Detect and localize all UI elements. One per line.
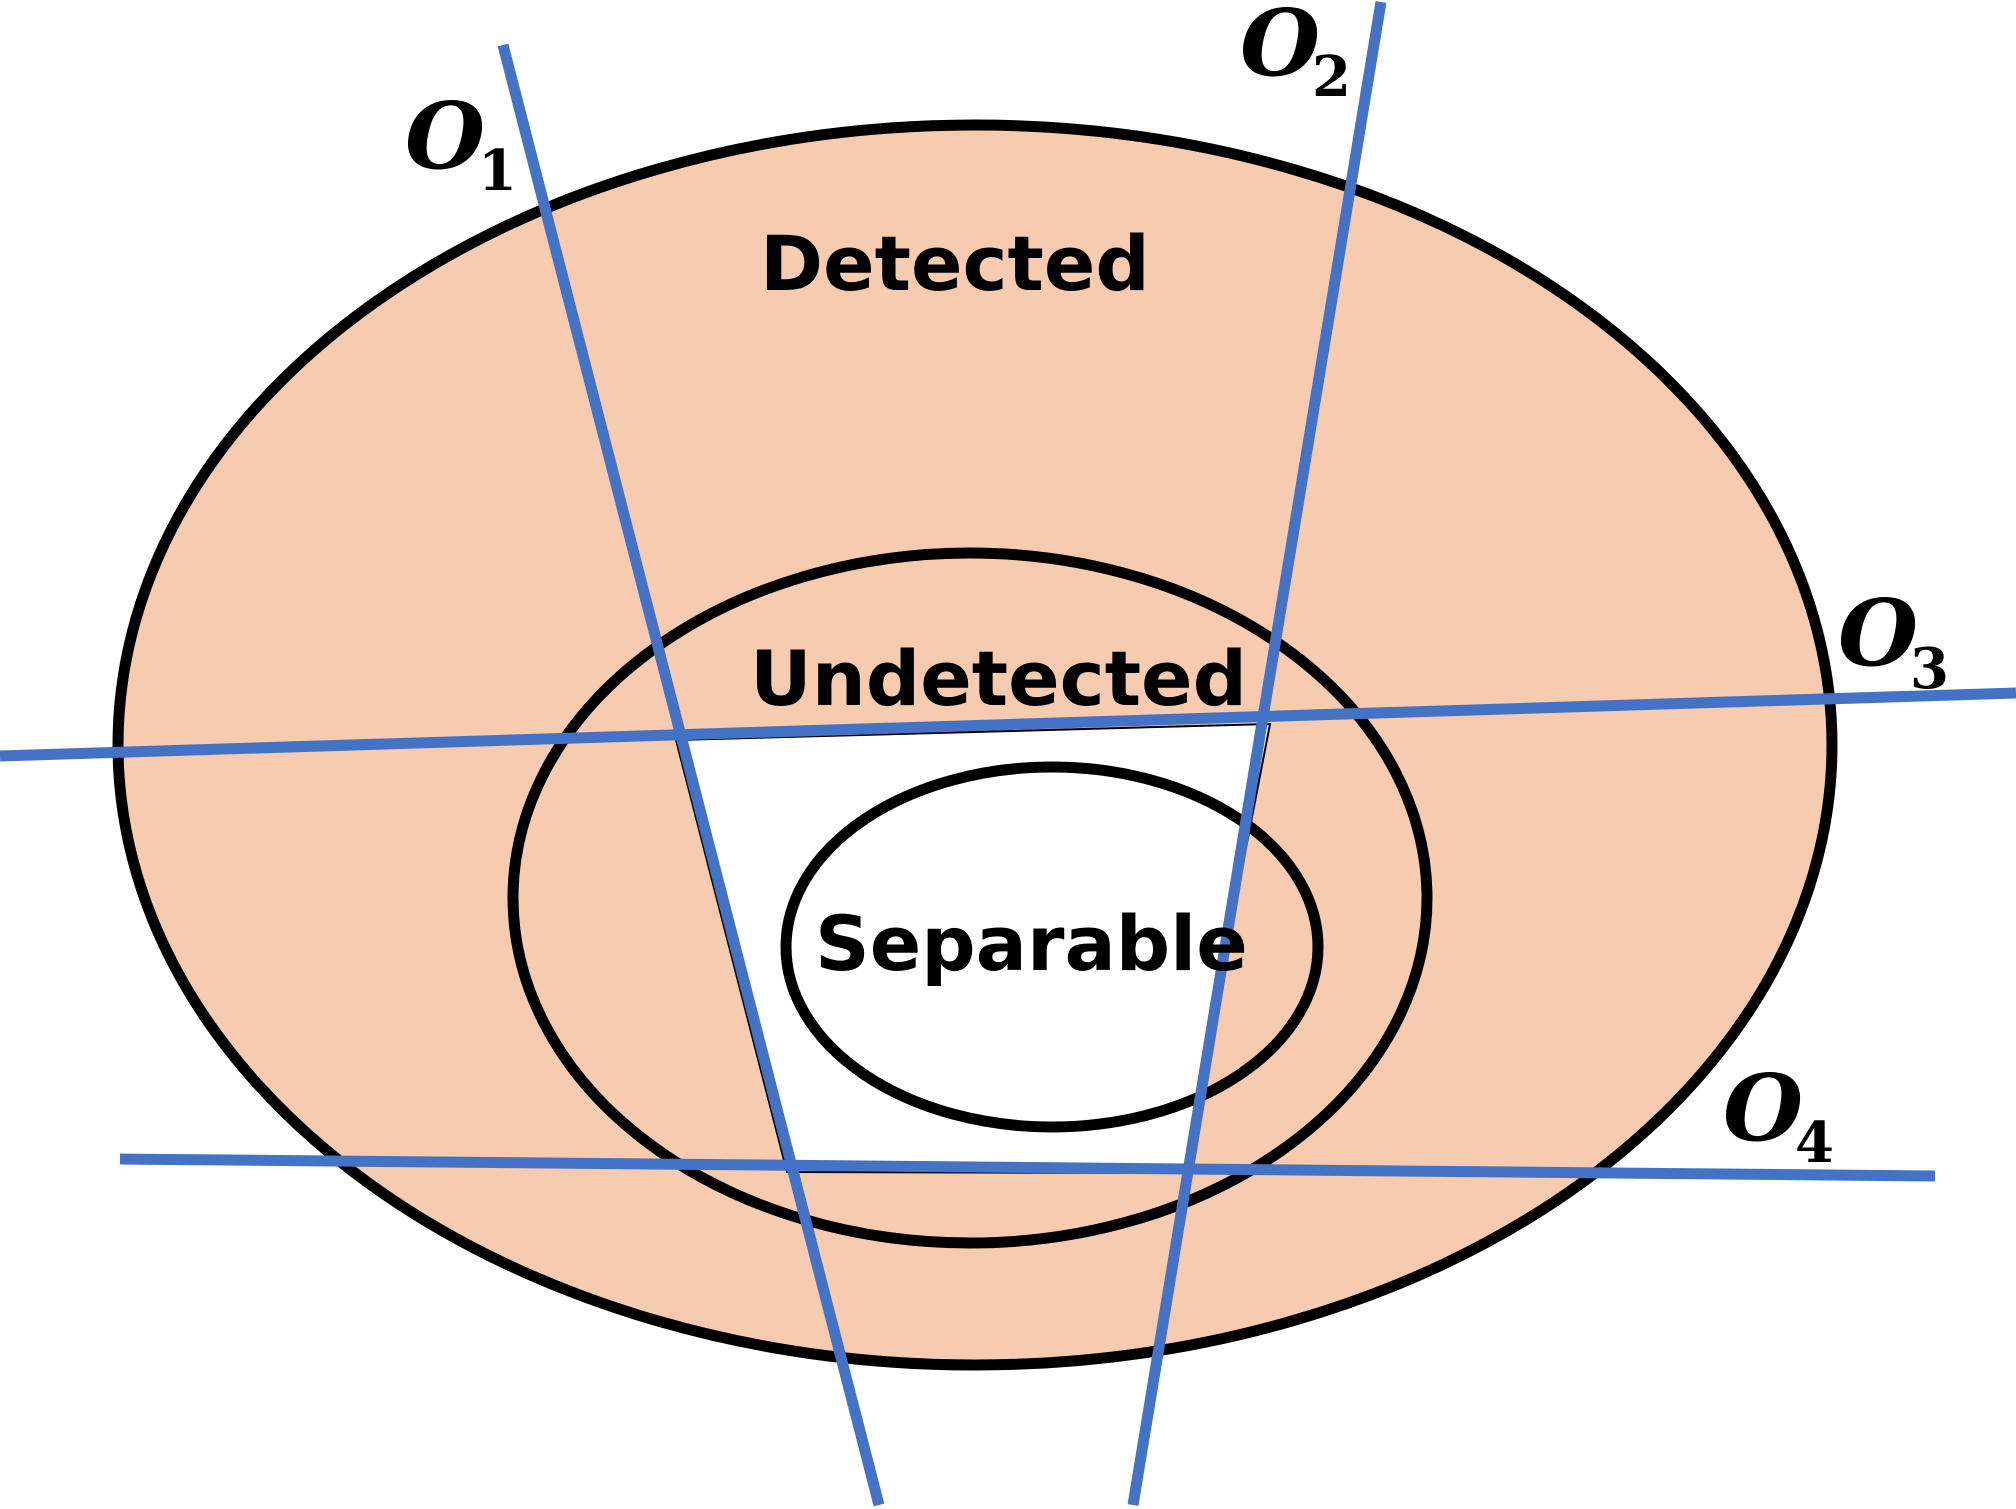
- observation-line-o4: [119, 1153, 1936, 1182]
- observation-letter: O: [1723, 1054, 1803, 1162]
- middle-ellipse: [507, 547, 1433, 1249]
- observation-label-o4: O 4: [1723, 1054, 1834, 1176]
- detected-label: Detected: [760, 219, 1150, 308]
- separable-region: [780, 761, 1324, 1133]
- observation-letter: O: [1240, 0, 1320, 97]
- observation-line-o2: [1127, 1, 1387, 1506]
- observation-label-o2: O 2: [1240, 0, 1351, 110]
- separable-label: Separable: [815, 899, 1248, 988]
- observation-subscript: 4: [1795, 1110, 1834, 1176]
- observation-subscript: 2: [1312, 44, 1351, 110]
- observation-label-o1: O 1: [405, 82, 517, 204]
- observation-subscript: 1: [478, 138, 517, 204]
- observation-line-o3: [0, 687, 2016, 762]
- observation-letter: O: [1838, 579, 1918, 687]
- observation-subscript: 3: [1910, 636, 1949, 702]
- undetected-label: Undetected: [750, 634, 1247, 723]
- observation-line-o1: [497, 43, 885, 1507]
- observation-letter: O: [405, 82, 485, 190]
- observation-label-o3: O 3: [1838, 579, 1949, 702]
